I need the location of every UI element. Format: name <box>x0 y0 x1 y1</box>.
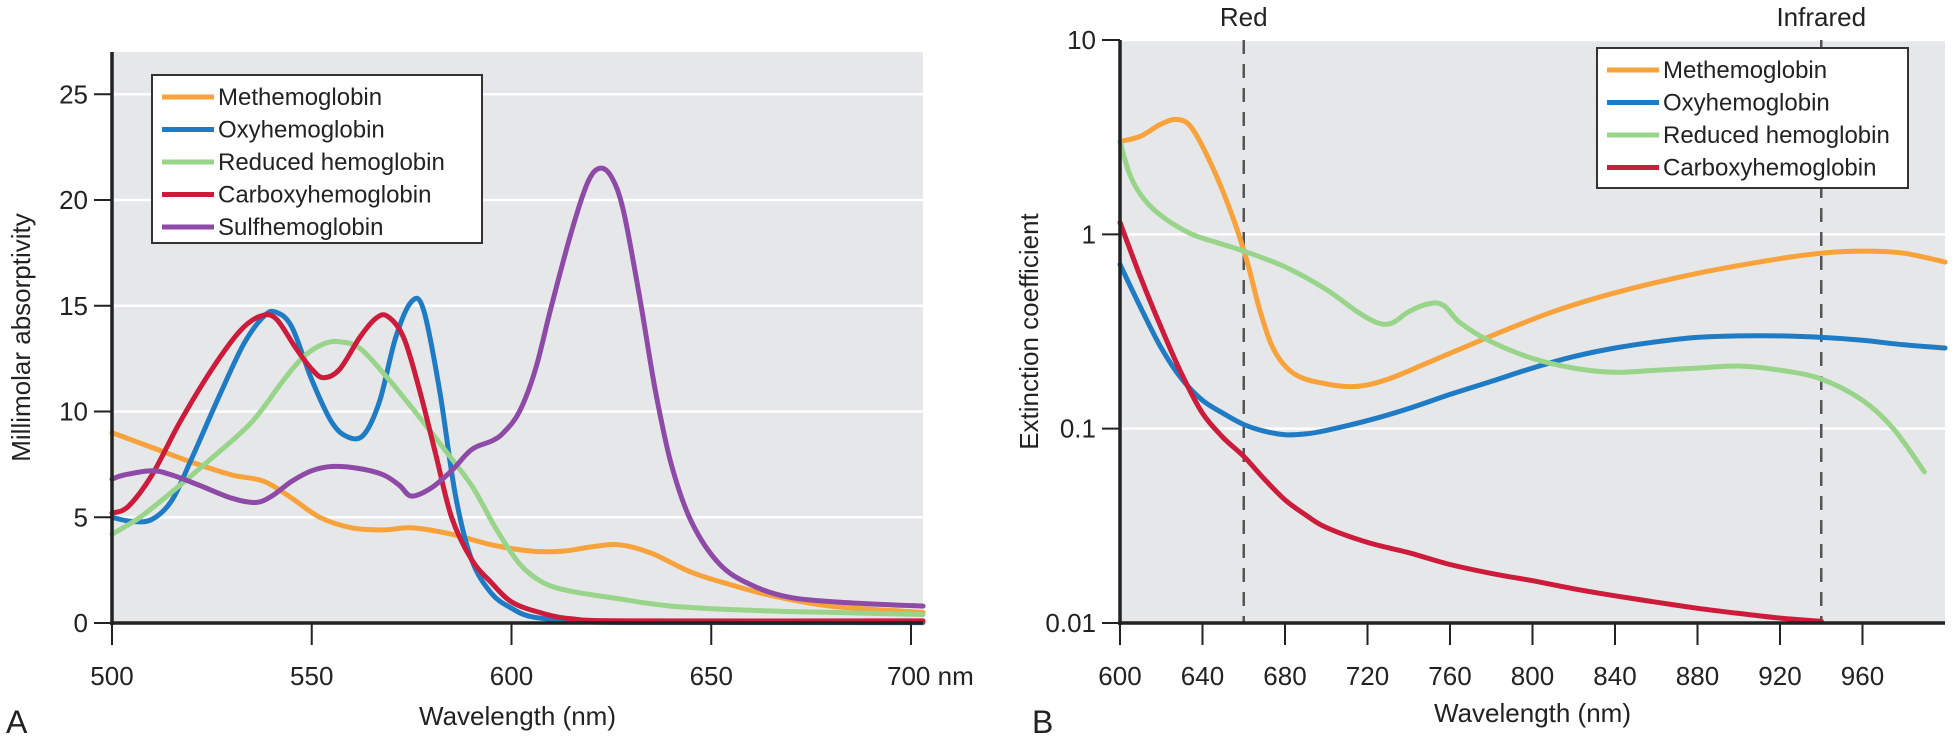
legend-label: Carboxyhemoglobin <box>1663 155 1876 182</box>
annotation-label-infrared: Infrared <box>1776 2 1866 32</box>
legend-label: Methemoglobin <box>218 84 382 111</box>
legend-label: Oxyhemoglobin <box>218 117 385 144</box>
x-tick-label: 550 <box>290 661 333 691</box>
legend-item-oxyhemoglobin: Oxyhemoglobin <box>1607 90 1830 117</box>
legend-item-reduced-hemoglobin: Reduced hemoglobin <box>162 149 445 176</box>
legend-item-carboxyhemoglobin: Carboxyhemoglobin <box>1607 155 1876 182</box>
series-line-methemoglobin <box>109 430 926 615</box>
y-tick-label: 20 <box>59 185 88 215</box>
legend: Methemoglobin Oxyhemoglobin Reduced hemogl… <box>1596 47 1909 189</box>
x-tick-label: 920 <box>1758 661 1801 691</box>
x-tick-label: 600 <box>1098 661 1141 691</box>
series-line-oxyhemoglobin <box>109 295 926 626</box>
x-tick-label: 600 <box>490 661 533 691</box>
y-tick-label: 0.1 <box>1060 414 1096 444</box>
x-tick-label: 840 <box>1593 661 1636 691</box>
x-tick-label: 800 <box>1511 661 1554 691</box>
x-tick-label: 650 <box>690 661 733 691</box>
y-tick-label: 0.01 <box>1045 608 1096 638</box>
legend-label: Carboxyhemoglobin <box>218 182 431 209</box>
series-line-reduced-hemoglobin <box>1117 139 1927 475</box>
x-axis-title: Wavelength (nm) <box>1434 698 1631 728</box>
y-tick-label: 15 <box>59 291 88 321</box>
series-line-methemoglobin <box>1117 116 1948 390</box>
x-axis-title: Wavelength (nm) <box>419 701 616 731</box>
series-line-carboxyhemoglobin <box>1117 220 1824 624</box>
legend-item-methemoglobin: Methemoglobin <box>162 84 382 111</box>
y-tick-label: 10 <box>1067 25 1096 55</box>
x-tick-label: 640 <box>1181 661 1224 691</box>
legend-box <box>151 74 483 244</box>
series-line-reduced-hemoglobin <box>109 338 926 617</box>
y-tick-label: 25 <box>59 79 88 109</box>
legend-label: Reduced hemoglobin <box>218 149 445 176</box>
x-tick-label: 960 <box>1841 661 1884 691</box>
legend: Methemoglobin Oxyhemoglobin Reduced hemogl… <box>151 74 483 244</box>
x-tick-label: 880 <box>1676 661 1719 691</box>
y-tick-label: 10 <box>59 397 88 427</box>
panel-a-absorptivity-chart: 0 5 10 15 20 25 500 550 600 650 700 nm Wavelength (… <box>6 52 974 740</box>
y-tick-label: 1 <box>1082 219 1096 249</box>
legend-label: Reduced hemoglobin <box>1663 122 1890 149</box>
y-tick-label: 5 <box>74 502 88 532</box>
series-line-oxyhemoglobin <box>1117 261 1948 438</box>
legend-label: Methemoglobin <box>1663 57 1827 84</box>
series-line-sulfhemoglobin <box>109 165 926 609</box>
legend-label: Oxyhemoglobin <box>1663 90 1830 117</box>
series-line-carboxyhemoglobin <box>109 312 926 624</box>
legend-item-sulfhemoglobin: Sulfhemoglobin <box>162 214 383 241</box>
x-tick-label: 760 <box>1428 661 1471 691</box>
legend-item-oxyhemoglobin: Oxyhemoglobin <box>162 117 385 144</box>
y-axis-title: Extinction coefficient <box>1014 212 1044 449</box>
legend-label: Sulfhemoglobin <box>218 214 383 241</box>
legend-item-carboxyhemoglobin: Carboxyhemoglobin <box>162 182 431 209</box>
y-axis-title: Millimolar absorptivity <box>6 213 36 462</box>
legend-item-reduced-hemoglobin: Reduced hemoglobin <box>1607 122 1890 149</box>
x-tick-label: 500 <box>90 661 133 691</box>
panel-label: A <box>6 704 28 740</box>
x-tick-label: 720 <box>1346 661 1389 691</box>
x-tick-label: 700 nm <box>887 661 974 691</box>
legend-item-methemoglobin: Methemoglobin <box>1607 57 1827 84</box>
y-tick-label: 0 <box>74 608 88 638</box>
annotation-label-red: Red <box>1220 2 1268 32</box>
panel-label: B <box>1032 704 1053 740</box>
panel-b-extinction-chart: Red Infrared 0.01 0.1 1 10 600 640 680 720 760 800 8… <box>1014 2 1948 740</box>
x-tick-label: 680 <box>1263 661 1306 691</box>
